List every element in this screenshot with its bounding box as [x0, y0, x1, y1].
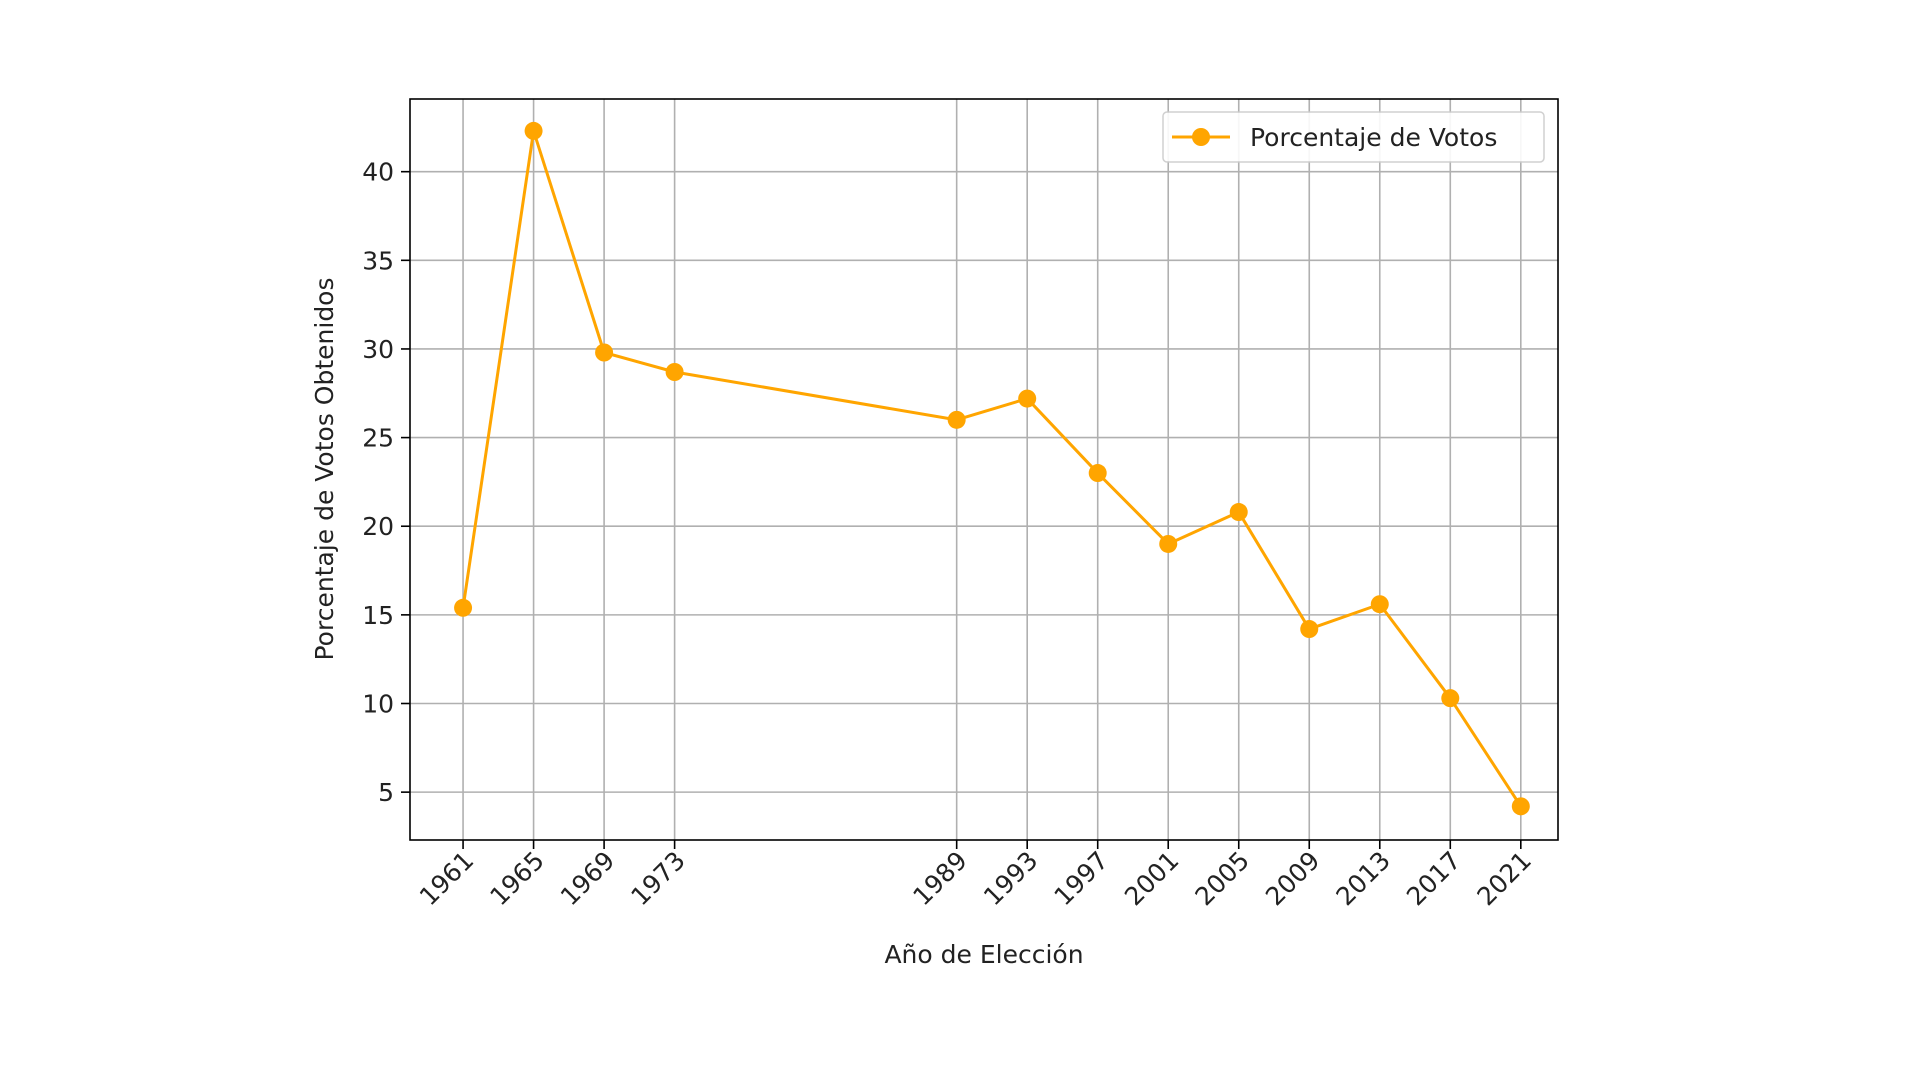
data-point — [524, 121, 543, 140]
legend: Porcentaje de Votos — [1162, 111, 1545, 163]
x-tick-label: 2005 — [1189, 846, 1254, 911]
y-tick-label: 15 — [362, 601, 394, 630]
x-tick-label: 2021 — [1472, 846, 1537, 911]
legend-label: Porcentaje de Votos — [1250, 123, 1497, 152]
x-tick-label: 1993 — [978, 846, 1043, 911]
x-tick-label: 2017 — [1401, 846, 1466, 911]
series-layer — [454, 121, 1530, 816]
x-tick-label: 2009 — [1260, 846, 1325, 911]
y-tick-label: 40 — [362, 158, 394, 187]
grid — [410, 99, 1558, 840]
data-point — [1229, 503, 1248, 522]
y-axis-label: Porcentaje de Votos Obtenidos — [310, 277, 339, 660]
y-tick-label: 30 — [362, 335, 394, 364]
data-point — [595, 343, 614, 362]
data-point — [1018, 389, 1037, 408]
data-point — [1511, 797, 1530, 816]
data-point — [1300, 620, 1319, 639]
data-point — [1370, 595, 1389, 614]
x-tick-label: 1969 — [555, 846, 620, 911]
data-point — [1088, 464, 1107, 483]
y-axis-ticks: 5 10 15 20 25 30 35 40 — [362, 158, 410, 807]
data-point — [665, 363, 684, 381]
y-tick-label: 5 — [378, 778, 394, 807]
data-point — [1159, 534, 1178, 553]
data-point — [947, 410, 966, 429]
x-tick-label: 2013 — [1331, 846, 1396, 911]
legend-marker-swatch — [1192, 128, 1210, 146]
x-tick-label: 1997 — [1048, 846, 1113, 911]
x-tick-label: 1965 — [484, 846, 549, 911]
series-line — [461, 129, 1523, 808]
x-tick-label: 2001 — [1119, 846, 1184, 911]
x-tick-label: 1973 — [625, 846, 690, 911]
x-tick-label: 1989 — [907, 846, 972, 911]
legend-box — [1162, 111, 1545, 163]
x-axis-label: Año de Elección — [884, 940, 1083, 969]
x-tick-label: 1961 — [414, 846, 479, 911]
y-tick-label: 20 — [362, 512, 394, 541]
y-tick-label: 35 — [362, 246, 394, 275]
data-point — [454, 598, 473, 617]
plot-area-frame — [409, 98, 1559, 841]
x-axis-ticks: 1961 1965 1969 1973 1989 1993 1997 2001 2005 2009… — [414, 840, 1537, 911]
y-tick-label: 10 — [362, 690, 394, 719]
data-point — [1441, 689, 1460, 708]
y-tick-label: 25 — [362, 424, 394, 453]
